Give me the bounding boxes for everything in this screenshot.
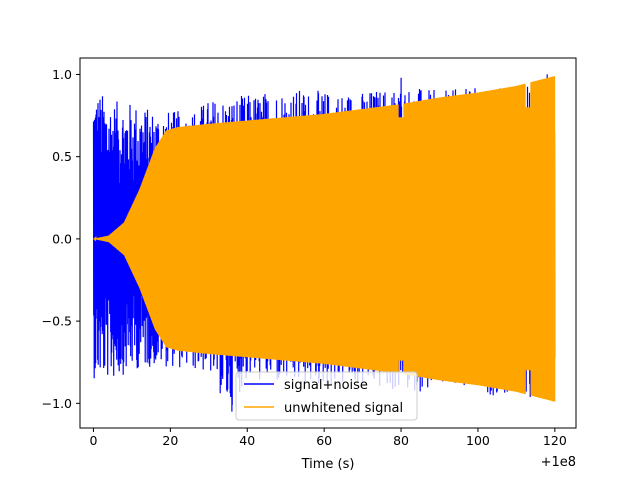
legend-label-unwhitened-signal: unwhitened signal [284, 401, 403, 416]
y-tick-label: −0.5 [42, 314, 72, 329]
x-tick-label: 40 [239, 433, 255, 448]
x-offset-label: +1e8 [541, 455, 576, 470]
x-tick-label: 60 [316, 433, 332, 448]
x-tick-label: 0 [89, 433, 97, 448]
x-tick-label: 100 [466, 433, 490, 448]
x-axis-label: Time (s) [301, 457, 355, 472]
series-unwhitened-signal-line [93, 76, 556, 402]
x-tick-label: 80 [393, 433, 409, 448]
y-axis: −1.0 −0.5 0.0 0.5 1.0 [42, 67, 80, 411]
plot-area [92, 74, 556, 412]
y-tick-label: 0.5 [52, 149, 72, 164]
x-tick-label: 20 [162, 433, 178, 448]
legend-label-signal-noise: signal+noise [284, 378, 368, 393]
legend-box [235, 371, 418, 421]
x-axis: 0 20 40 60 80 100 120 [89, 428, 567, 448]
legend[interactable]: signal+noise unwhitened signal [235, 371, 418, 421]
x-tick-label: 120 [543, 433, 567, 448]
axes-frame [79, 57, 577, 429]
y-tick-label: 1.0 [52, 67, 72, 82]
y-tick-label: 0.0 [52, 231, 72, 246]
y-tick-label: −1.0 [42, 396, 72, 411]
